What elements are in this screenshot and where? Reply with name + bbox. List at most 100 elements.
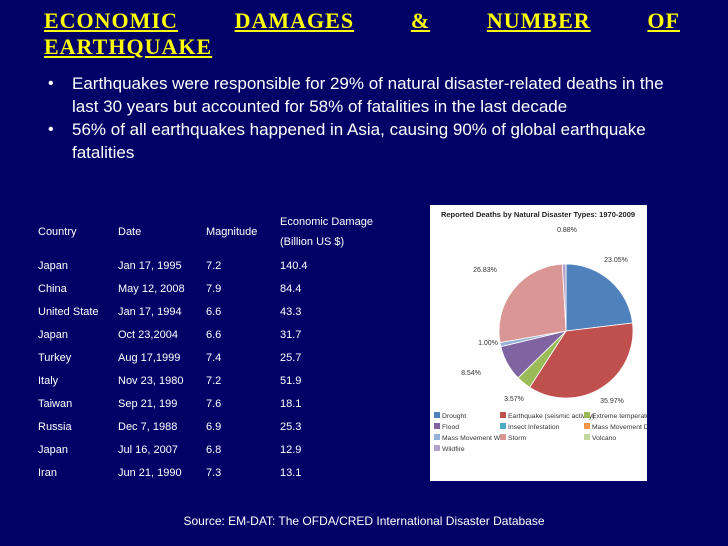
cell-economic-damage: 31.7: [280, 328, 302, 341]
cell-country: Japan: [38, 443, 68, 456]
earthquake-table: Country Date Magnitude Economic Damage (…: [34, 210, 377, 484]
header-damage-label: Economic Damage: [280, 216, 373, 228]
pie-slice-drought: [565, 263, 633, 332]
bullet-item: • Earthquakes were responsible for 29% o…: [48, 72, 688, 118]
cell-economic-damage: 84.4: [280, 282, 302, 295]
legend-swatch: [434, 412, 440, 418]
cell-country: Russia: [38, 420, 72, 433]
chart-title: Reported Deaths by Natural Disaster Type…: [441, 210, 635, 219]
slice-label: 8.54%: [461, 370, 481, 377]
slide-title: ECONOMIC DAMAGES & NUMBER OF EARTHQUAKE: [44, 8, 680, 60]
title-word: &: [410, 8, 431, 33]
cell-magnitude: 7.4: [206, 351, 222, 364]
cell-date: Nov 23, 1980: [118, 374, 184, 387]
cell-magnitude: 7.2: [206, 259, 222, 272]
cell-magnitude: 7.3: [206, 466, 222, 479]
table-row: Japan Oct 23,2004 6.6 31.7: [34, 323, 377, 346]
pie-slice-earthquake-seismic-activity: [529, 322, 634, 399]
slice-label: 3.57%: [504, 396, 524, 403]
title-word: DAMAGES: [234, 8, 355, 33]
pie-chart: Reported Deaths by Natural Disaster Type…: [434, 210, 647, 453]
title-word: ECONOMIC: [44, 8, 178, 33]
bullet-icon: •: [48, 121, 54, 138]
legend-swatch: [500, 423, 506, 429]
legend-label: Mass Movement Dry: [592, 424, 647, 431]
cell-date: Jan 17, 1995: [118, 259, 182, 272]
source-citation: Source: EM-DAT: The OFDA/CRED Internatio…: [183, 514, 545, 528]
cell-country: China: [38, 282, 67, 295]
title-line-2: EARTHQUAKE: [44, 34, 213, 59]
header-economic-damage: Economic Damage (Billion US $): [276, 210, 377, 254]
table-row: Turkey Aug 17,1999 7.4 25.7: [34, 346, 377, 369]
slice-label: 0.88%: [557, 227, 577, 234]
legend-label: Insect Infestation: [508, 424, 560, 431]
legend-label: Extreme temperature: [592, 413, 647, 420]
bullet-text: Earthquakes were responsible for 29% of …: [72, 74, 664, 116]
slice-label: 1.00%: [478, 340, 498, 347]
cell-country: Japan: [38, 259, 68, 272]
legend-label: Wildfire: [442, 446, 465, 453]
table-row: Taiwan Sep 21, 199 7.6 18.1: [34, 392, 377, 415]
cell-country: Taiwan: [38, 397, 73, 410]
slice-label: 23.05%: [604, 257, 628, 264]
cell-magnitude: 6.6: [206, 328, 222, 341]
cell-date: Dec 7, 1988: [118, 420, 178, 433]
bullet-item: • 56% of all earthquakes happened in Asi…: [48, 118, 688, 164]
cell-date: Jul 16, 2007: [118, 443, 178, 456]
legend-swatch: [434, 445, 440, 451]
cell-economic-damage: 12.9: [280, 443, 302, 456]
cell-economic-damage: 43.3: [280, 305, 302, 318]
header-magnitude: Magnitude: [206, 226, 258, 238]
cell-country: Iran: [38, 466, 57, 479]
legend-swatch: [434, 434, 440, 440]
cell-magnitude: 7.2: [206, 374, 222, 387]
cell-economic-damage: 51.9: [280, 374, 302, 387]
cell-date: Oct 23,2004: [118, 328, 178, 341]
legend-swatch: [584, 423, 590, 429]
cell-economic-damage: 140.4: [280, 259, 308, 272]
cell-date: Jun 21, 1990: [118, 466, 182, 479]
table-body: Japan Jan 17, 1995 7.2 140.4 China May 12, 20…: [34, 254, 377, 484]
cell-magnitude: 7.9: [206, 282, 222, 295]
legend-label: Drought: [442, 413, 466, 420]
legend-swatch: [584, 434, 590, 440]
bullet-icon: •: [48, 75, 54, 92]
table-row: Japan Jul 16, 2007 6.8 12.9: [34, 438, 377, 461]
legend-swatch: [500, 412, 506, 418]
cell-date: May 12, 2008: [118, 282, 185, 295]
slice-label: 35.97%: [600, 398, 624, 405]
title-word: OF: [647, 8, 680, 33]
bullet-list: • Earthquakes were responsible for 29% o…: [48, 72, 688, 164]
table-row: China May 12, 2008 7.9 84.4: [34, 277, 377, 300]
pie-slice-storm: [498, 263, 567, 344]
title-word: NUMBER: [486, 8, 591, 33]
cell-economic-damage: 25.3: [280, 420, 302, 433]
legend-label: Volcano: [592, 435, 616, 442]
bullet-text: 56% of all earthquakes happened in Asia,…: [72, 120, 646, 162]
cell-magnitude: 6.9: [206, 420, 222, 433]
cell-economic-damage: 25.7: [280, 351, 302, 364]
cell-date: Jan 17, 1994: [118, 305, 182, 318]
table-row: Italy Nov 23, 1980 7.2 51.9: [34, 369, 377, 392]
slice-label: 26.83%: [473, 267, 497, 274]
cell-magnitude: 6.8: [206, 443, 222, 456]
header-date: Date: [118, 226, 142, 238]
legend-label: Storm: [508, 435, 526, 442]
cell-date: Aug 17,1999: [118, 351, 181, 364]
cell-country: Japan: [38, 328, 68, 341]
cell-country: United State: [38, 305, 99, 318]
legend-label: Earthquake (seismic activity): [508, 413, 595, 420]
cell-economic-damage: 13.1: [280, 466, 302, 479]
pie-chart-panel: Reported Deaths by Natural Disaster Type…: [430, 205, 647, 481]
table-header-row: Country Date Magnitude Economic Damage (…: [34, 210, 377, 254]
cell-economic-damage: 18.1: [280, 397, 302, 410]
cell-country: Turkey: [38, 351, 72, 364]
cell-magnitude: 6.6: [206, 305, 222, 318]
legend-swatch: [500, 434, 506, 440]
pie-slice-wildfire: [561, 263, 567, 332]
cell-date: Sep 21, 199: [118, 397, 178, 410]
table-row: Japan Jan 17, 1995 7.2 140.4: [34, 254, 377, 277]
legend-swatch: [584, 412, 590, 418]
header-country: Country: [38, 226, 77, 238]
header-damage-unit: (Billion US $): [280, 236, 345, 248]
